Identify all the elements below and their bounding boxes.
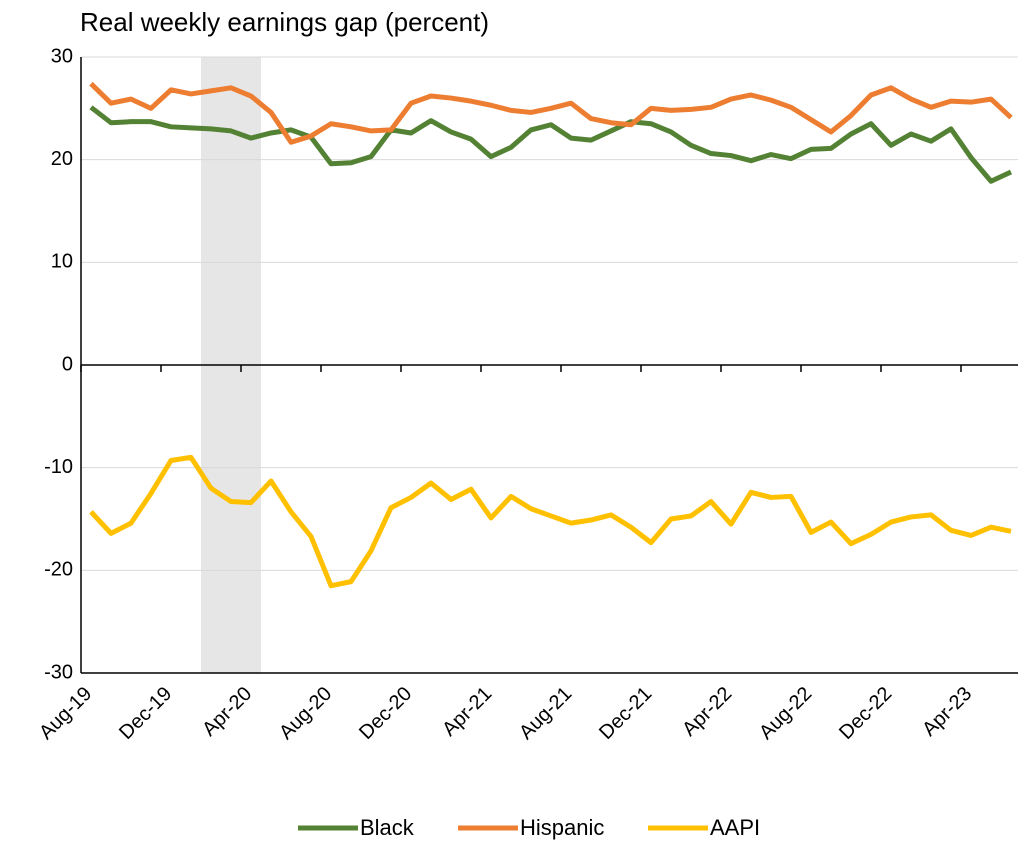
x-tick-label: Dec-22 (835, 683, 896, 744)
series-line (89, 81, 1013, 145)
x-tick-label: Dec-20 (355, 683, 416, 744)
x-tick-label: Apr-23 (918, 683, 976, 741)
legend-label: Black (360, 815, 415, 840)
y-tick-label: 20 (51, 148, 73, 170)
x-tick-label: Apr-21 (438, 683, 496, 741)
x-tick-label: Aug-19 (35, 683, 96, 744)
x-tick-label: Aug-20 (275, 683, 336, 744)
x-tick-label: Apr-20 (198, 683, 256, 741)
x-tick-label: Dec-19 (115, 683, 176, 744)
y-tick-label: 0 (62, 353, 73, 375)
x-tick-label: Dec-21 (595, 683, 656, 744)
y-tick-label: -30 (44, 661, 73, 683)
y-tick-label: 30 (51, 45, 73, 67)
legend-label: AAPI (710, 815, 760, 840)
legend-label: Hispanic (520, 815, 604, 840)
series-line (89, 105, 1013, 184)
series-line (89, 454, 1012, 589)
y-tick-label: -10 (44, 456, 73, 478)
x-tick-label: Apr-22 (678, 683, 736, 741)
chart-title: Real weekly earnings gap (percent) (80, 7, 489, 37)
y-tick-label: -20 (44, 559, 73, 581)
y-tick-label: 10 (51, 251, 73, 273)
x-tick-label: Aug-22 (755, 683, 816, 744)
x-tick-label: Aug-21 (515, 683, 576, 744)
